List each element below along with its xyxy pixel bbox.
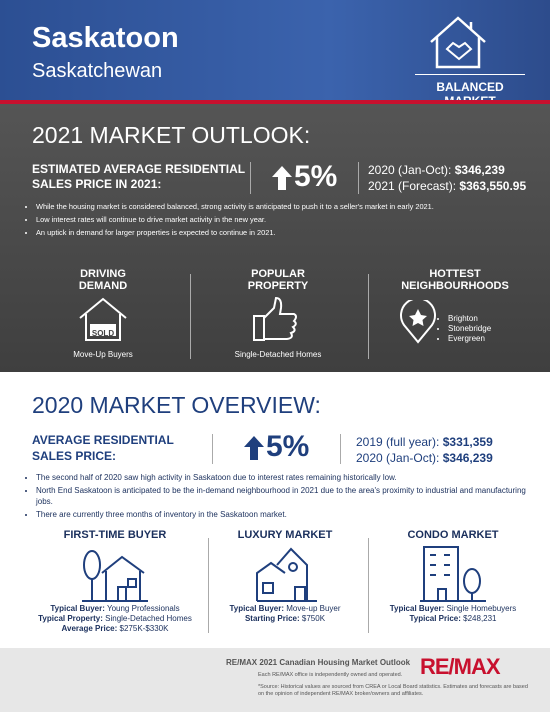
- header: Saskatoon Saskatchewan BALANCED MARKET: [0, 0, 550, 108]
- neighbourhood: Evergreen: [448, 334, 491, 344]
- bullet: North End Saskatoon is anticipated to be…: [36, 485, 531, 507]
- row-value: Single-Detached Homes: [105, 614, 192, 623]
- stat-title: DRIVING DEMAND: [78, 268, 128, 292]
- segment-row: Typical Price: $248,231: [363, 614, 543, 624]
- comparison-label: 2020 (Jan-Oct):: [356, 451, 440, 465]
- segment-rows: Typical Buyer: Single Homebuyers Typical…: [363, 604, 543, 624]
- divider: [250, 162, 251, 194]
- overview-title: 2020 MARKET OVERVIEW:: [32, 392, 321, 418]
- comparison-label: 2020 (Jan-Oct):: [368, 163, 452, 177]
- segment-title: CONDO MARKET: [407, 529, 499, 541]
- neighbourhoods: Brighton Stonebridge Evergreen: [438, 314, 491, 344]
- up-arrow: [272, 166, 292, 190]
- red-stripe: [0, 100, 550, 104]
- house-icon: [430, 16, 486, 69]
- comparison: 2020 (Jan-Oct): $346,239: [368, 162, 526, 178]
- neighbourhood: Stonebridge: [448, 324, 491, 334]
- segment-row: Starting Price: $750K: [195, 614, 375, 624]
- city: Saskatoon: [32, 22, 179, 54]
- change: 5%: [266, 430, 310, 463]
- comparison: 2019 (full year): $331,359: [356, 434, 493, 450]
- house-tree-icon: [82, 550, 148, 602]
- badge-rule: [415, 74, 525, 75]
- change: 5%: [294, 160, 338, 193]
- outlook-section: 2021 MARKET OUTLOOK: ESTIMATED AVERAGE R…: [0, 104, 550, 372]
- sold-icon: [79, 297, 127, 341]
- bullet: An uptick in demand for larger propertie…: [36, 226, 526, 239]
- comparison-label: 2019 (full year):: [356, 435, 440, 449]
- segment-rows: Typical Buyer: Move-up Buyer Starting Pr…: [195, 604, 375, 624]
- sold-text: SOLD: [91, 329, 115, 338]
- row-label: Typical Price:: [409, 614, 461, 623]
- bullet: The second half of 2020 saw high activit…: [36, 472, 531, 483]
- mansion-icon: [256, 547, 317, 602]
- row-value: $750K: [301, 614, 326, 623]
- row-label: Typical Buyer:: [389, 604, 445, 613]
- segment-row: Average Price: $275K-$330K: [25, 624, 205, 634]
- divider: [212, 434, 213, 464]
- divider: [340, 434, 341, 464]
- row-value: Move-up Buyer: [286, 604, 341, 613]
- comparisons: 2020 (Jan-Oct): $346,239 2021 (Forecast)…: [368, 162, 526, 194]
- divider: [368, 538, 369, 633]
- outlook-bullets: While the housing market is considered b…: [26, 200, 526, 239]
- segment-row: Typical Buyer: Single Homebuyers: [363, 604, 543, 614]
- footer-note: Each RE/MAX office is independently owne…: [258, 672, 403, 678]
- stat-caption: Single-Detached Homes: [234, 350, 322, 359]
- overview-bullets: The second half of 2020 saw high activit…: [26, 472, 531, 520]
- comparison-value: $346,239: [454, 163, 505, 177]
- bullet: Low interest rates will continue to driv…: [36, 213, 526, 226]
- row-value: $275K-$330K: [119, 624, 169, 633]
- condo-icon: [420, 546, 486, 602]
- row-label: Starting Price:: [244, 614, 300, 623]
- logo: RE/MAX: [420, 654, 501, 679]
- row-label: Typical Property:: [38, 614, 103, 623]
- metric-label: ESTIMATED AVERAGE RESIDENTIAL SALES PRIC…: [32, 162, 245, 191]
- up-arrow: [244, 436, 264, 460]
- segment-row: Typical Buyer: Move-up Buyer: [195, 604, 375, 614]
- outlook-title: 2021 MARKET OUTLOOK:: [32, 122, 311, 148]
- segment-rows: Typical Buyer: Young Professionals Typic…: [25, 604, 205, 634]
- comparisons: 2019 (full year): $331,359 2020 (Jan-Oct…: [356, 434, 493, 466]
- stat-title: HOTTEST NEIGHBOURHOODS: [401, 268, 509, 292]
- pin-icon: [400, 300, 436, 344]
- comparison: 2021 (Forecast): $363,550.95: [368, 178, 526, 194]
- row-label: Average Price:: [61, 624, 118, 633]
- row-value: $248,231: [463, 614, 497, 623]
- stat-caption: Move-Up Buyers: [73, 350, 133, 359]
- comparison-value: $331,359: [442, 435, 493, 449]
- divider: [358, 162, 359, 194]
- comparison: 2020 (Jan-Oct): $346,239: [356, 450, 493, 466]
- comparison-value: $363,550.95: [459, 179, 527, 193]
- comparison-label: 2021 (Forecast):: [368, 179, 457, 193]
- bullet: While the housing market is considered b…: [36, 200, 526, 213]
- segment-row: Typical Buyer: Young Professionals: [25, 604, 205, 614]
- comparison-value: $346,239: [442, 451, 493, 465]
- row-label: Typical Buyer:: [50, 604, 105, 613]
- segment-title: LUXURY MARKET: [237, 529, 333, 541]
- divider: [208, 538, 209, 633]
- row-value: Single Homebuyers: [446, 604, 517, 613]
- segment-title: FIRST-TIME BUYER: [63, 529, 167, 541]
- stat-title: POPULAR PROPERTY: [247, 268, 309, 292]
- divider: [190, 274, 191, 359]
- divider: [368, 274, 369, 359]
- footer-source: *Source: Historical values are sourced f…: [258, 684, 528, 697]
- footer: RE/MAX 2021 Canadian Housing Market Outl…: [0, 648, 550, 712]
- province: Saskatchewan: [32, 60, 163, 82]
- bullet: There are currently three months of inve…: [36, 509, 531, 520]
- row-label: Typical Buyer:: [229, 604, 285, 613]
- row-value: Young Professionals: [106, 604, 180, 613]
- metric-label: AVERAGE RESIDENTIAL SALES PRICE:: [32, 433, 174, 463]
- footer-title: RE/MAX 2021 Canadian Housing Market Outl…: [226, 658, 411, 667]
- neighbourhood: Brighton: [448, 314, 491, 324]
- segment-row: Typical Property: Single-Detached Homes: [25, 614, 205, 624]
- thumb-icon: [253, 296, 297, 341]
